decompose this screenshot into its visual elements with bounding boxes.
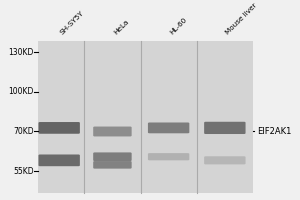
Text: 100KD: 100KD bbox=[9, 87, 34, 96]
FancyBboxPatch shape bbox=[38, 154, 80, 166]
FancyBboxPatch shape bbox=[93, 152, 132, 161]
FancyBboxPatch shape bbox=[93, 127, 132, 136]
Text: EIF2AK1: EIF2AK1 bbox=[257, 127, 292, 136]
Text: 130KD: 130KD bbox=[9, 48, 34, 57]
FancyBboxPatch shape bbox=[204, 156, 246, 164]
Text: 55KD: 55KD bbox=[14, 167, 34, 176]
Text: HeLa: HeLa bbox=[112, 19, 130, 36]
FancyBboxPatch shape bbox=[148, 153, 189, 160]
Text: HL-60: HL-60 bbox=[169, 17, 188, 36]
FancyBboxPatch shape bbox=[93, 161, 132, 169]
FancyBboxPatch shape bbox=[204, 122, 246, 134]
Text: 70KD: 70KD bbox=[14, 127, 34, 136]
FancyBboxPatch shape bbox=[148, 122, 189, 133]
FancyBboxPatch shape bbox=[38, 122, 80, 134]
Text: SH-SY5Y: SH-SY5Y bbox=[59, 10, 85, 36]
Bar bbox=[38, 41, 253, 193]
Text: Mouse liver: Mouse liver bbox=[225, 2, 258, 36]
